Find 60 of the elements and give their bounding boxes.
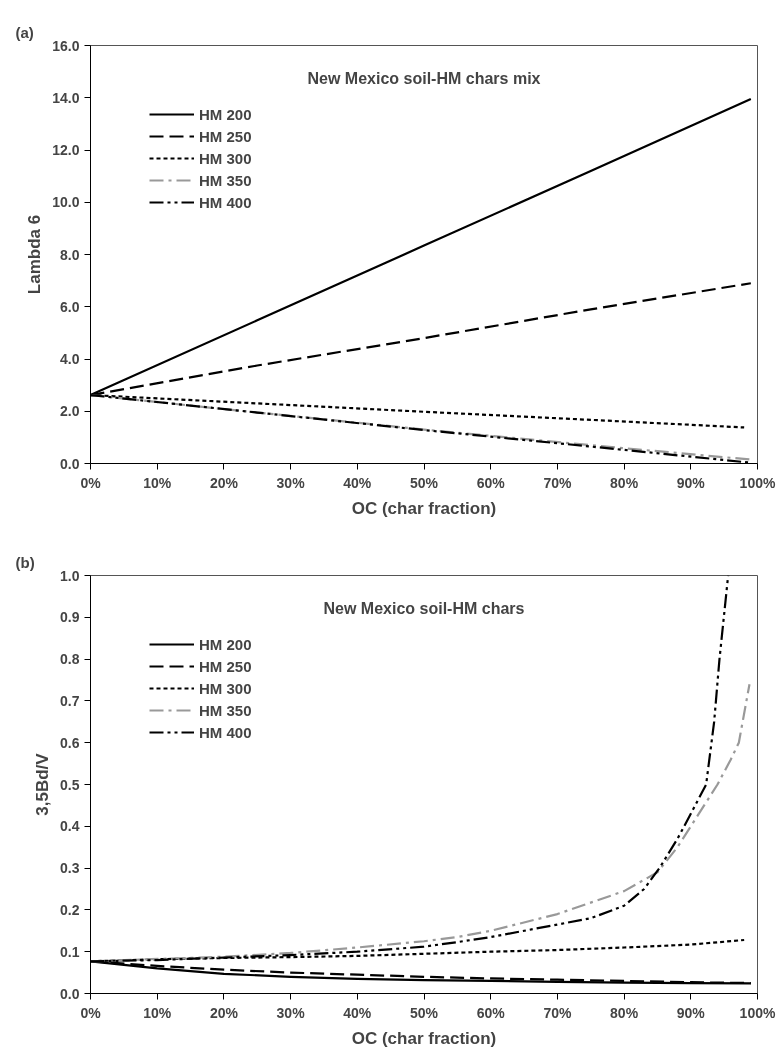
x-tick-label: 70%: [543, 474, 572, 491]
x-tick-label: 30%: [276, 474, 306, 491]
legend-label: HM 250: [199, 657, 252, 675]
x-tick-label: 100%: [739, 474, 776, 491]
x-tick-label: 40%: [343, 1004, 372, 1021]
y-tick-label: 16.0: [52, 37, 80, 54]
x-tick-label: 50%: [409, 474, 439, 491]
text: New Mexico soil-HM chars: [323, 600, 525, 618]
text: (b): [15, 553, 35, 571]
x-tick-label: 10%: [143, 1004, 172, 1021]
x-axis-title: OC (char fraction): [351, 498, 497, 518]
y-tick-label: 14.0: [52, 89, 80, 106]
y-tick-label: 0.7: [60, 692, 80, 709]
y-axis-title: 3,5Bd/V: [33, 752, 53, 816]
y-tick-label: 0.0: [60, 455, 80, 472]
y-tick-label: 0.0: [60, 985, 80, 1002]
x-tick-label: 90%: [676, 474, 706, 491]
x-tick-label: 60%: [476, 1004, 506, 1021]
y-tick-label: 10.0: [52, 194, 80, 211]
y-tick-label: 0.4: [60, 818, 80, 835]
legend-label: HM 350: [199, 701, 252, 719]
y-axis-title: Lambda 6: [25, 214, 45, 295]
text: (a): [15, 23, 34, 41]
x-tick-label: 100%: [739, 1004, 776, 1021]
legend-label: HM 400: [199, 723, 252, 741]
y-tick-label: 0.5: [60, 776, 80, 793]
y-tick-label: 2.0: [60, 403, 80, 420]
y-tick-label: 0.2: [60, 901, 80, 918]
x-tick-label: 40%: [343, 474, 372, 491]
y-tick-label: 1.0: [60, 567, 80, 584]
y-tick-label: 8.0: [60, 246, 80, 263]
y-tick-label: 0.8: [60, 651, 80, 668]
x-tick-label: 80%: [610, 474, 639, 491]
y-tick-label: 12.0: [52, 142, 80, 158]
x-tick-label: 0%: [80, 1004, 102, 1021]
legend-label: HM 400: [199, 193, 252, 211]
y-tick-label: 0.3: [60, 860, 80, 877]
y-tick-label: 0.1: [60, 943, 80, 960]
x-tick-label: 70%: [543, 1004, 572, 1021]
x-axis-title: OC (char fraction): [351, 1028, 497, 1048]
x-tick-label: 50%: [409, 1004, 439, 1021]
x-tick-label: 20%: [209, 474, 239, 491]
y-tick-label: 0.9: [60, 609, 80, 626]
y-tick-label: 6.0: [60, 298, 80, 315]
x-tick-label: 10%: [143, 474, 172, 491]
text: New Mexico soil-HM chars mix: [307, 70, 541, 88]
x-tick-label: 30%: [276, 1004, 306, 1021]
x-tick-label: 60%: [476, 474, 506, 491]
legend-label: HM 250: [199, 127, 252, 145]
x-tick-label: 0%: [80, 474, 102, 491]
legend-label: HM 200: [199, 105, 252, 123]
x-tick-label: 80%: [610, 1004, 639, 1021]
legend-label: HM 200: [199, 635, 252, 653]
y-tick-label: 4.0: [60, 351, 80, 367]
legend-label: HM 300: [199, 679, 252, 697]
x-tick-label: 90%: [676, 1004, 706, 1021]
legend-label: HM 300: [199, 149, 252, 167]
y-tick-label: 0.6: [60, 734, 80, 751]
x-tick-label: 20%: [209, 1004, 239, 1021]
legend-label: HM 350: [199, 171, 252, 189]
